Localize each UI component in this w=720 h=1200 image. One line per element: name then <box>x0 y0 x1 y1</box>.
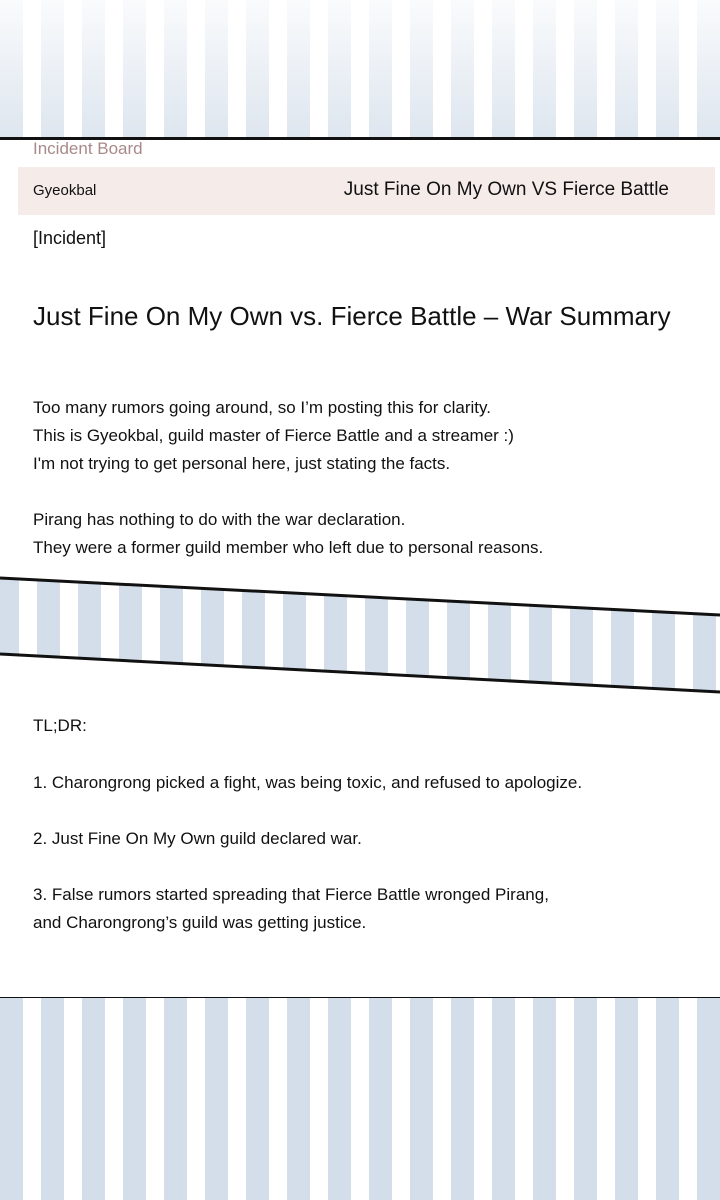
band-border-top <box>0 576 720 617</box>
text-line: Too many rumors going around, so I’m pos… <box>33 398 491 417</box>
text-line: 3. False rumors started spreading that F… <box>33 885 549 904</box>
text-line: I'm not trying to get personal here, jus… <box>33 454 451 473</box>
board-label: Incident Board <box>33 139 143 158</box>
tldr-point-2: 2. Just Fine On My Own guild declared wa… <box>33 829 362 848</box>
post-title: Just Fine On My Own vs. Fierce Battle – … <box>33 301 671 331</box>
tldr-point-3: 3. False rumors started spreading that F… <box>33 881 549 937</box>
post-author[interactable]: Gyeokbal <box>33 182 97 199</box>
post-paragraph-intro: Too many rumors going around, so I’m pos… <box>33 394 514 478</box>
post-paragraph-pirang: Pirang has nothing to do with the war de… <box>33 506 543 562</box>
text-line: and Charongrong’s guild was getting just… <box>33 913 367 932</box>
text-line: They were a former guild member who left… <box>33 538 544 557</box>
tldr-point-1: 1. Charongrong picked a fight, was being… <box>33 773 583 792</box>
band-border-bottom <box>0 652 720 694</box>
bottom-stripe-pattern <box>0 998 720 1200</box>
panel-border-top <box>0 137 720 140</box>
text-line: Pirang has nothing to do with the war de… <box>33 510 406 529</box>
post-subject: Just Fine On My Own VS Fierce Battle <box>343 179 669 200</box>
tldr-label: TL;DR: <box>33 716 87 735</box>
post-header-bar: Gyeokbal Just Fine On My Own VS Fierce B… <box>18 167 715 215</box>
top-stripe-pattern <box>0 0 720 138</box>
post-tag: [Incident] <box>33 228 107 248</box>
text-line: This is Gyeokbal, guild master of Fierce… <box>33 426 514 445</box>
